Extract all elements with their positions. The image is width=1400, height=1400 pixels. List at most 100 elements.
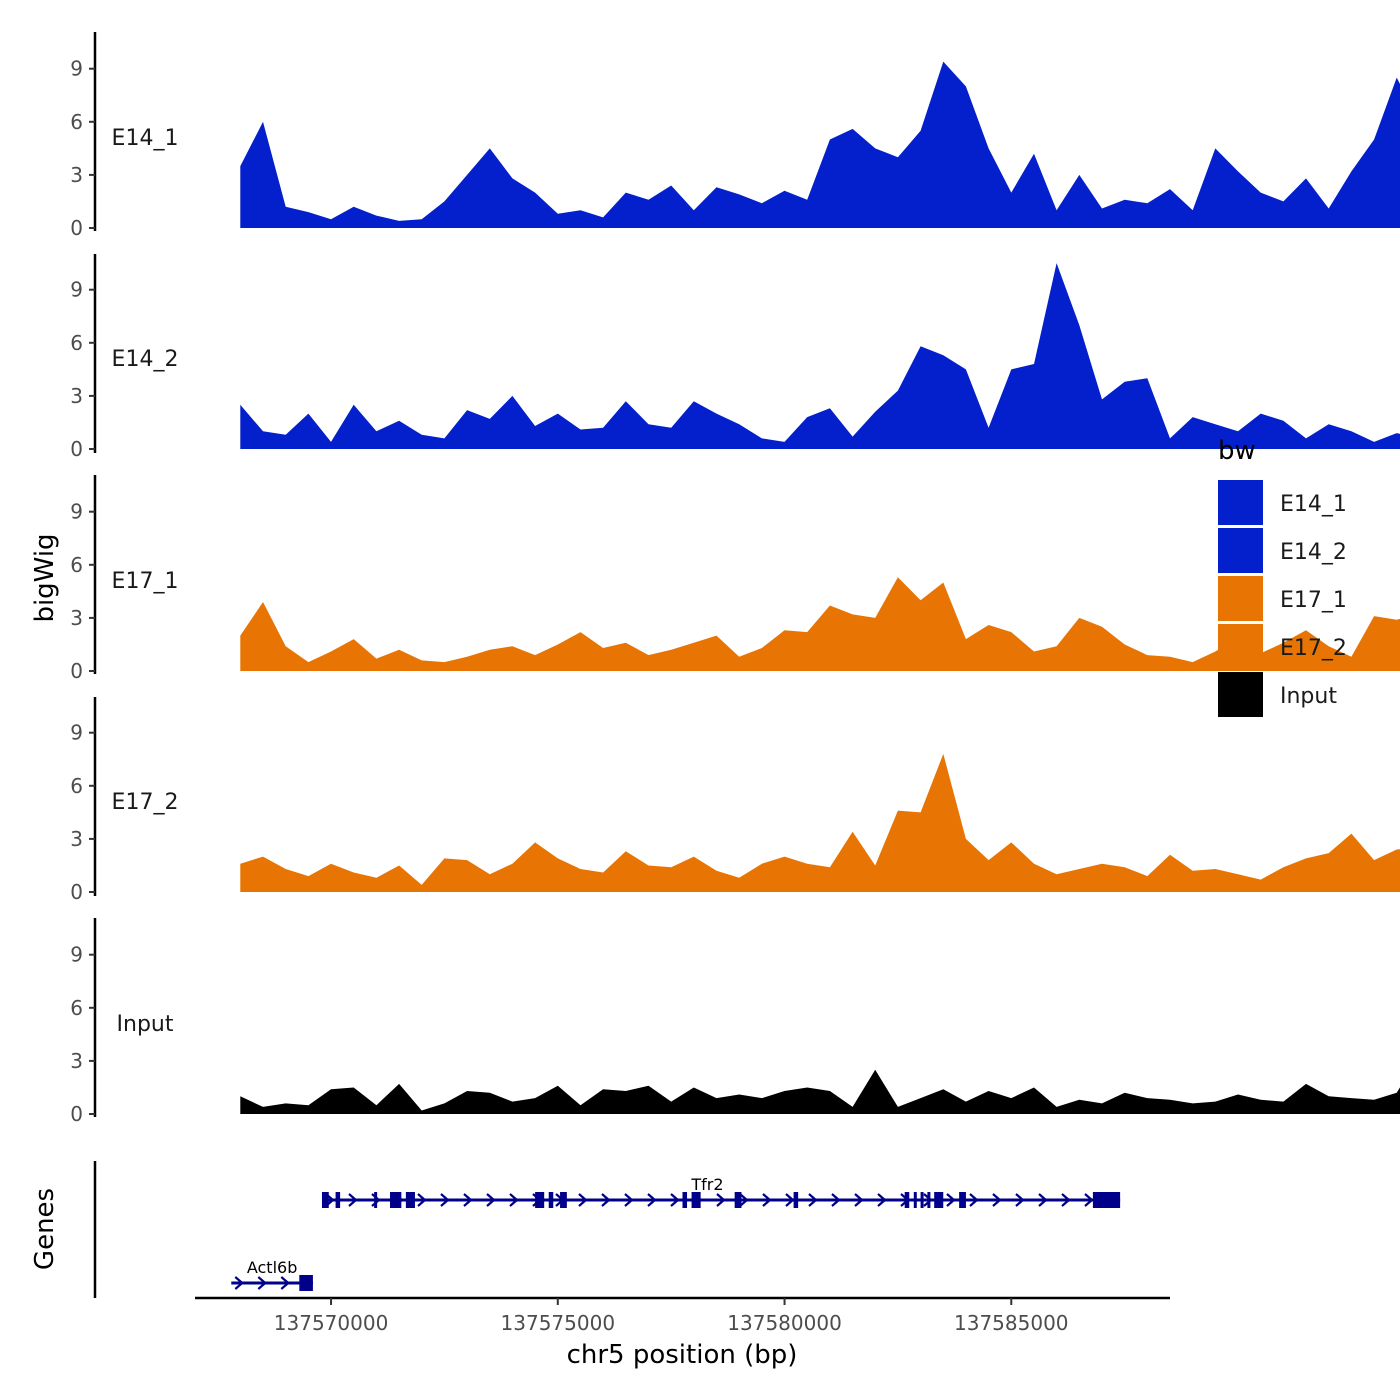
legend-title: bw — [1218, 436, 1256, 466]
exon-tfr2 — [920, 1192, 924, 1208]
strand-arrow-icon — [1061, 1193, 1071, 1207]
panel-e17-1: 0 3 6 9 E17_1 — [70, 475, 1400, 683]
y-tick-label: 0 — [70, 216, 83, 240]
y-tick-label: 0 — [70, 880, 83, 904]
strand-arrow-icon — [1038, 1193, 1048, 1207]
strand-arrow-icon — [417, 1193, 427, 1207]
gene-label-actl6b: Actl6b — [247, 1258, 298, 1277]
y-axis-title: bigWig — [30, 533, 60, 622]
panel-label-e17-2: E17_2 — [112, 790, 179, 815]
strand-arrow-icon — [831, 1193, 841, 1207]
strand-arrow-icon — [1015, 1193, 1025, 1207]
x-tick-label: 137575000 — [501, 1311, 616, 1335]
strand-arrow-icon — [716, 1193, 726, 1207]
strand-arrow-icon — [946, 1193, 956, 1207]
coverage-area-e14-2 — [240, 263, 1400, 449]
y-tick-label: 6 — [70, 996, 83, 1020]
exon-tfr2 — [374, 1192, 378, 1208]
y-tick-label: 0 — [70, 659, 83, 683]
y-tick-label: 3 — [70, 1049, 83, 1073]
exon-tfr2 — [734, 1192, 742, 1208]
legend-swatch-e17-2 — [1218, 624, 1263, 669]
genes-axis-title: Genes — [30, 1188, 60, 1270]
panel-label-e14-2: E14_2 — [112, 347, 179, 372]
strand-arrow-icon — [877, 1193, 887, 1207]
coverage-area-input — [240, 1069, 1400, 1114]
legend-label-e14-1: E14_1 — [1280, 492, 1347, 517]
gene-actl6b: Actl6b — [231, 1258, 313, 1291]
strand-arrow-icon — [992, 1193, 1002, 1207]
legend-swatch-input — [1218, 672, 1263, 717]
exon-actl6b — [299, 1275, 313, 1291]
y-tick-label: 3 — [70, 827, 83, 851]
y-tick-label: 0 — [70, 437, 83, 461]
legend-label-e17-1: E17_1 — [1280, 588, 1347, 613]
gene-tfr2: Tfr2 — [321, 1175, 1121, 1208]
coverage-panels: 0 3 6 9 E14_1 0 3 6 9 E14_2 0 3 6 9 E17_1 0 3 6 9 E17_2 0 3 6 9… — [70, 32, 1400, 1126]
exon-tfr2 — [1092, 1192, 1121, 1208]
exon-tfr2 — [535, 1192, 545, 1208]
strand-arrow-icon — [624, 1193, 634, 1207]
strand-arrow-icon — [854, 1193, 864, 1207]
x-tick-label: 137580000 — [727, 1311, 842, 1335]
legend-swatch-e14-2 — [1218, 528, 1263, 573]
strand-arrow-icon — [647, 1193, 657, 1207]
y-tick-label: 9 — [70, 500, 83, 524]
panel-label-e17-1: E17_1 — [112, 569, 179, 594]
strand-arrow-icon — [785, 1193, 795, 1207]
y-tick-label: 9 — [70, 57, 83, 81]
coverage-area-e17-2 — [240, 753, 1400, 892]
legend: bw E14_1 E14_2 E17_1 E17_2 Input — [1218, 436, 1347, 717]
y-tick-label: 6 — [70, 331, 83, 355]
panel-input: 0 3 6 9 Input — [70, 918, 1400, 1126]
legend-swatch-e14-1 — [1218, 480, 1263, 525]
x-tick-label: 137570000 — [274, 1311, 389, 1335]
x-tick-label: 137585000 — [954, 1311, 1069, 1335]
panel-e14-2: 0 3 6 9 E14_2 — [70, 254, 1400, 461]
legend-label-e14-2: E14_2 — [1280, 540, 1347, 565]
strand-arrow-icon — [509, 1193, 519, 1207]
exon-tfr2 — [691, 1192, 701, 1208]
y-tick-label: 3 — [70, 163, 83, 187]
x-axis: 137570000 137575000 137580000 137585000 — [195, 1296, 1170, 1335]
legend-label-e17-2: E17_2 — [1280, 636, 1347, 661]
strand-arrow-icon — [440, 1193, 450, 1207]
y-tick-label: 3 — [70, 384, 83, 408]
coverage-area-e17-1 — [240, 577, 1400, 671]
strand-arrow-icon — [808, 1193, 818, 1207]
y-tick-label: 0 — [70, 1102, 83, 1126]
panel-e14-1: 0 3 6 9 E14_1 — [70, 32, 1400, 240]
strand-arrow-icon — [923, 1193, 933, 1207]
y-tick-label: 6 — [70, 110, 83, 134]
coverage-area-e14-1 — [240, 61, 1400, 228]
exon-tfr2 — [560, 1192, 567, 1208]
strand-arrow-icon — [234, 1276, 244, 1290]
panel-e17-2: 0 3 6 9 E17_2 — [70, 697, 1400, 904]
y-tick-label: 9 — [70, 943, 83, 967]
exon-tfr2 — [927, 1192, 931, 1208]
exon-tfr2 — [321, 1192, 329, 1208]
y-tick-label: 9 — [70, 721, 83, 745]
panel-label-input: Input — [117, 1012, 174, 1037]
exon-tfr2 — [390, 1192, 402, 1208]
strand-arrow-icon — [463, 1193, 473, 1207]
strand-arrow-icon — [739, 1193, 749, 1207]
strand-arrow-icon — [969, 1193, 979, 1207]
genes-panel: Tfr2 Actl6b — [93, 1161, 1121, 1298]
strand-arrow-icon — [578, 1193, 588, 1207]
y-tick-label: 9 — [70, 278, 83, 302]
strand-arrow-icon — [280, 1276, 290, 1290]
exon-tfr2 — [548, 1192, 554, 1208]
gene-label-tfr2: Tfr2 — [690, 1175, 723, 1194]
exon-tfr2 — [335, 1192, 341, 1208]
legend-label-input: Input — [1280, 684, 1337, 709]
exon-tfr2 — [793, 1192, 799, 1208]
x-axis-title: chr5 position (bp) — [567, 1340, 798, 1370]
exon-tfr2 — [913, 1192, 917, 1208]
panel-label-e14-1: E14_1 — [112, 126, 179, 151]
strand-arrow-icon — [257, 1276, 267, 1290]
strand-arrow-icon — [486, 1193, 496, 1207]
exon-tfr2 — [405, 1192, 415, 1208]
strand-arrow-icon — [348, 1193, 358, 1207]
